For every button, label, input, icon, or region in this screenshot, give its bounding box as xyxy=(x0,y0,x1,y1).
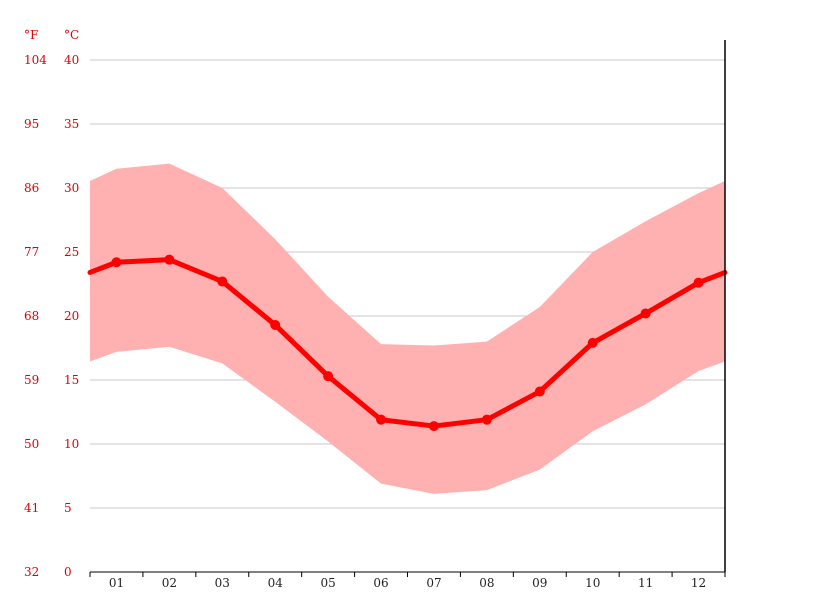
x-tick-label: 12 xyxy=(691,576,706,590)
y-tick-label-celsius: 15 xyxy=(64,373,79,387)
y-tick-label-fahrenheit: 104 xyxy=(24,53,47,67)
x-tick-label: 10 xyxy=(585,576,600,590)
data-point-03 xyxy=(217,276,228,287)
unit-label-fahrenheit: °F xyxy=(24,28,38,42)
y-tick-label-celsius: 10 xyxy=(64,437,79,451)
y-axis-labels-fahrenheit: 32 41 50 59 68 77 86 95 104 xyxy=(24,53,47,579)
data-point-11 xyxy=(640,308,651,319)
data-point-08 xyxy=(481,414,492,425)
x-axis-ticks xyxy=(89,572,726,577)
average-temperature-points xyxy=(111,254,704,432)
data-point-09 xyxy=(534,386,545,397)
data-point-06 xyxy=(376,414,387,425)
y-tick-label-celsius: 40 xyxy=(64,53,79,67)
y-tick-label-celsius: 0 xyxy=(64,565,72,579)
x-tick-label: 02 xyxy=(162,576,177,590)
x-tick-label: 01 xyxy=(109,576,124,590)
y-tick-label-fahrenheit: 68 xyxy=(24,309,39,323)
y-tick-label-celsius: 30 xyxy=(64,181,79,195)
y-tick-label-fahrenheit: 86 xyxy=(24,181,39,195)
data-point-04 xyxy=(270,319,281,330)
y-tick-label-celsius: 35 xyxy=(64,117,79,131)
y-tick-label-celsius: 20 xyxy=(64,309,79,323)
data-point-07 xyxy=(428,421,439,432)
y-tick-label-fahrenheit: 50 xyxy=(24,437,39,451)
x-tick-label: 05 xyxy=(320,576,335,590)
y-tick-label-fahrenheit: 59 xyxy=(24,373,39,387)
x-axis-labels: 01 02 03 04 05 06 07 08 09 10 11 12 xyxy=(109,576,706,590)
x-tick-label: 06 xyxy=(373,576,388,590)
average-temperature-line xyxy=(87,257,728,429)
x-tick-label: 04 xyxy=(268,576,284,590)
data-point-10 xyxy=(587,337,598,348)
y-tick-label-fahrenheit: 32 xyxy=(24,565,39,579)
y-tick-label-fahrenheit: 77 xyxy=(24,245,39,259)
unit-label-celsius: °C xyxy=(64,28,79,42)
y-axis-labels-celsius: 0 5 10 15 20 25 30 35 40 xyxy=(64,53,79,579)
data-point-12 xyxy=(693,277,704,288)
y-tick-label-celsius: 5 xyxy=(64,501,72,515)
temperature-range-band xyxy=(90,163,725,494)
y-tick-label-fahrenheit: 95 xyxy=(24,117,39,131)
x-tick-label: 11 xyxy=(638,576,653,590)
x-tick-label: 03 xyxy=(215,576,230,590)
y-tick-label-celsius: 25 xyxy=(64,245,79,259)
data-point-01 xyxy=(111,257,122,268)
x-tick-label: 07 xyxy=(426,576,441,590)
data-point-02 xyxy=(164,254,175,265)
x-tick-label: 09 xyxy=(532,576,547,590)
x-tick-label: 08 xyxy=(479,576,494,590)
y-tick-label-fahrenheit: 41 xyxy=(24,501,39,515)
data-point-05 xyxy=(323,371,334,382)
